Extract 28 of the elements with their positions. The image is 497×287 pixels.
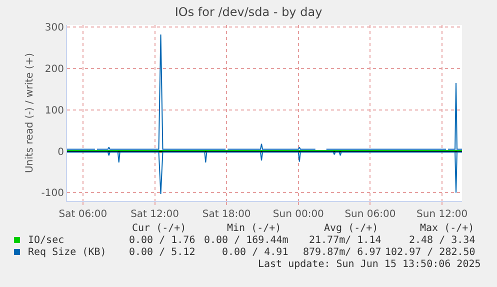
y-tick-label: 300 <box>44 22 64 34</box>
text: 879.87m/ 6.97 <box>303 247 382 258</box>
text: 2.48 / 3.34 <box>409 235 476 246</box>
x-tick-label: Sat 12:00 <box>130 209 179 220</box>
text: Avg (-/+) <box>324 223 378 234</box>
text: 0.00 / 169.44m <box>204 235 288 246</box>
text: Min (-/+) <box>227 223 282 234</box>
y-tick-label: 0 <box>58 146 64 158</box>
text: 0.00 / 5.12 <box>129 247 196 258</box>
text: 21.77m/ 1.14 <box>309 235 382 246</box>
legend-label: Req Size (KB) <box>28 247 106 258</box>
x-tick-label: Sun 00:00 <box>272 209 324 220</box>
text: 0.00 / 1.76 <box>129 235 196 246</box>
x-tick-label: Sat 06:00 <box>58 209 108 220</box>
text: 0.00 / 4.91 <box>222 247 288 258</box>
text: Max (-/+) <box>420 223 474 234</box>
y-axis-title: Units read (-) / write (+) <box>24 52 36 174</box>
x-tick-label: Sat 18:00 <box>202 209 251 220</box>
x-tick-label: Sun 12:00 <box>416 209 468 220</box>
text: Cur (-/+) <box>132 223 186 234</box>
x-tick-label: Sun 06:00 <box>344 209 396 220</box>
y-tick-label: 100 <box>44 105 64 116</box>
y-tick-label: -100 <box>41 188 64 200</box>
legend-label: IO/sec <box>28 235 64 246</box>
text: 102.97 / 282.50 <box>385 247 476 258</box>
chart-title: IOs for /dev/sda - by day <box>174 5 322 20</box>
y-tick-label: 200 <box>44 64 64 75</box>
text: Last update: Sun Jun 15 13:50:06 2025 <box>258 259 481 270</box>
